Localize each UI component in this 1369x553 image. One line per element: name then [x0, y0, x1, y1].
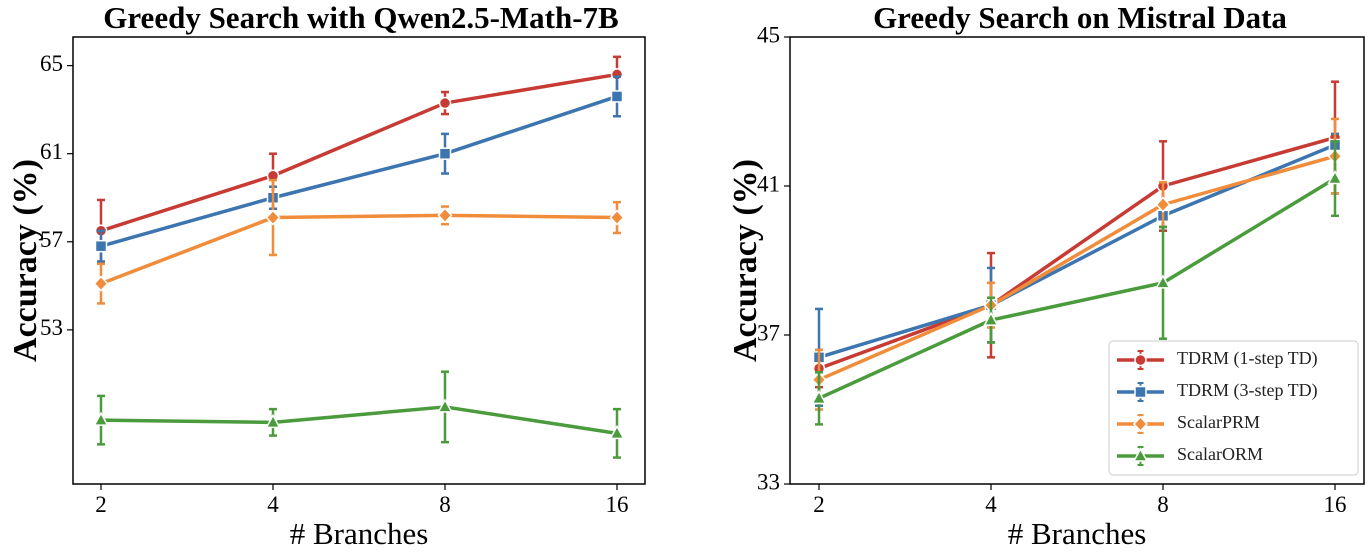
- chart-panel-1: Greedy Search with Qwen2.5-Math-7B Accura…: [7, 0, 646, 551]
- data-point-triangle: [609, 424, 625, 440]
- series-line-scalarorm: [817, 176, 1337, 401]
- series-points-scalarprm: [93, 178, 625, 305]
- x-tick-label: 16: [1324, 492, 1347, 517]
- y-tick-label: 65: [40, 51, 63, 76]
- data-point-triangle: [1327, 169, 1343, 185]
- series-points-scalarorm: [811, 140, 1343, 426]
- series-line-tdrm-1-step-td: [817, 135, 1337, 371]
- chart-title: Greedy Search on Mistral Data: [873, 0, 1287, 35]
- x-axis-label: # Branches: [1008, 516, 1147, 551]
- data-point-diamond: [437, 207, 453, 224]
- data-point-triangle: [983, 311, 999, 326]
- x-tick-label: 2: [95, 492, 107, 517]
- data-point-diamond: [93, 275, 109, 292]
- series-line-tdrm-1-step-td: [99, 72, 619, 233]
- series-line-scalarprm: [99, 213, 619, 286]
- x-tick-label: 16: [606, 492, 629, 517]
- x-axis-label: # Branches: [290, 516, 429, 551]
- series-points-tdrm-3-step-td: [94, 75, 624, 263]
- x-tick-label: 8: [439, 492, 451, 517]
- legend-label: ScalarORM: [1177, 444, 1263, 464]
- data-point-diamond: [609, 209, 625, 226]
- y-axis-label: Accuracy (%): [727, 159, 764, 362]
- y-tick-label: 45: [757, 22, 780, 47]
- legend-label: ScalarPRM: [1177, 412, 1260, 432]
- y-tick-label: 53: [40, 315, 63, 340]
- data-point-triangle: [437, 398, 453, 413]
- x-tick-label: 2: [813, 492, 825, 517]
- legend-label: TDRM (1-step TD): [1177, 348, 1318, 369]
- chart-title: Greedy Search with Qwen2.5-Math-7B: [103, 0, 618, 35]
- y-tick-label: 33: [757, 469, 780, 494]
- legend: TDRM (1-step TD) TDRM (3-step TD) ScalarPR…: [1108, 340, 1359, 476]
- x-tick-label: 8: [1157, 492, 1169, 517]
- legend-box: [1108, 340, 1359, 476]
- y-tick-label: 41: [757, 171, 780, 196]
- legend-marker-circle: [1134, 353, 1147, 367]
- legend-marker-diamond: [1132, 415, 1149, 433]
- series-points-scalarorm: [93, 370, 625, 459]
- series-line-scalarorm: [99, 405, 619, 436]
- legend-marker-square: [1134, 385, 1147, 399]
- data-point-circle: [438, 96, 452, 110]
- x-tick-label: 4: [985, 492, 997, 517]
- legend-label: TDRM (3-step TD): [1177, 380, 1318, 401]
- x-tick-label: 4: [267, 492, 279, 517]
- y-tick-label: 57: [40, 227, 63, 252]
- plot-frame: [72, 36, 646, 485]
- data-point-square: [610, 90, 624, 103]
- data-point-triangle: [811, 389, 827, 405]
- legend-marker-triangle: [1132, 447, 1149, 462]
- data-point-square: [94, 239, 108, 253]
- data-point-diamond: [265, 209, 281, 226]
- data-point-square: [438, 147, 452, 160]
- data-point-triangle: [265, 413, 281, 429]
- chart-panel-2: Greedy Search on Mistral Data Accuracy (%…: [727, 0, 1365, 551]
- data-point-diamond: [1155, 196, 1171, 213]
- plot-frame: [789, 36, 1365, 485]
- data-point-triangle: [1155, 274, 1171, 289]
- y-axis-label: Accuracy (%): [7, 159, 44, 362]
- series-line-tdrm-3-step-td: [99, 94, 619, 248]
- series-line-scalarprm: [817, 154, 1337, 382]
- data-point-triangle: [93, 411, 109, 426]
- y-tick-label: 37: [757, 320, 780, 345]
- y-tick-label: 61: [40, 139, 63, 164]
